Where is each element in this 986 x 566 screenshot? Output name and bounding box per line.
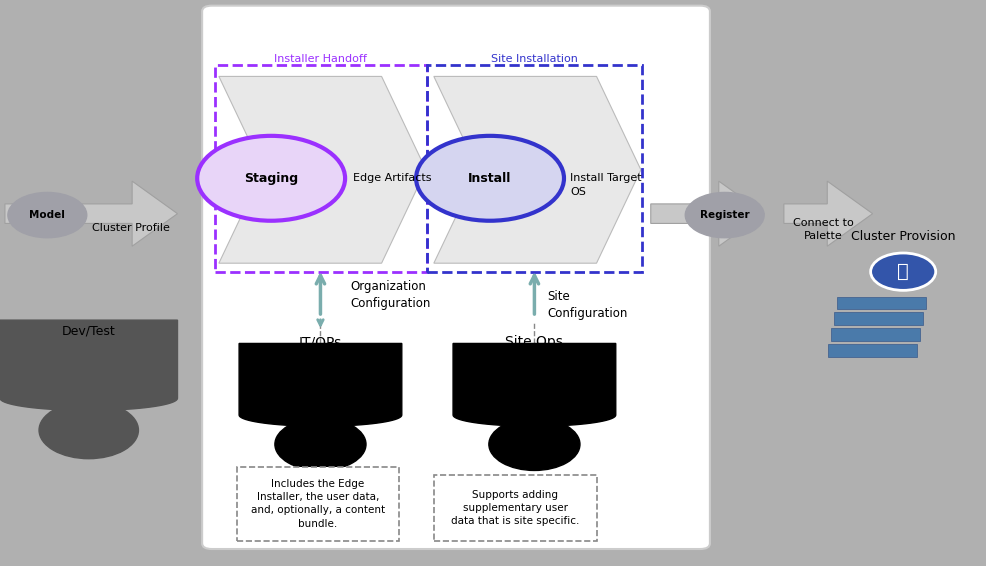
Text: Cluster Profile: Cluster Profile: [93, 223, 170, 233]
Polygon shape: [5, 181, 177, 246]
Text: Install: Install: [468, 172, 512, 185]
FancyBboxPatch shape: [202, 6, 710, 549]
FancyBboxPatch shape: [837, 297, 926, 309]
Text: Edge Artifacts: Edge Artifacts: [353, 173, 432, 183]
FancyBboxPatch shape: [831, 328, 920, 341]
Circle shape: [39, 402, 138, 458]
Text: Supports adding
supplementary user
data that is site specific.: Supports adding supplementary user data …: [451, 490, 580, 526]
Text: Cluster Provision: Cluster Provision: [851, 230, 955, 243]
FancyBboxPatch shape: [237, 467, 399, 541]
Text: Site Installation: Site Installation: [491, 54, 578, 65]
Text: Site
Configuration: Site Configuration: [547, 289, 628, 320]
Text: Includes the Edge
Installer, the user data,
and, optionally, a content
bundle.: Includes the Edge Installer, the user da…: [250, 479, 386, 529]
Polygon shape: [434, 76, 641, 263]
Text: Model: Model: [30, 210, 65, 220]
Polygon shape: [651, 181, 764, 246]
FancyBboxPatch shape: [434, 475, 597, 541]
Text: Organization
Configuration: Organization Configuration: [350, 280, 431, 311]
FancyBboxPatch shape: [828, 344, 917, 357]
Polygon shape: [784, 181, 873, 246]
Circle shape: [489, 418, 580, 470]
Circle shape: [872, 254, 935, 290]
Text: IT/OPs: IT/OPs: [299, 336, 342, 349]
Text: Install Target
OS: Install Target OS: [570, 174, 642, 196]
Text: Dev/Test: Dev/Test: [62, 325, 115, 337]
Text: Connect to
Palette: Connect to Palette: [793, 218, 854, 241]
Text: Site Ops: Site Ops: [506, 336, 563, 349]
Polygon shape: [219, 76, 426, 263]
Text: Staging: Staging: [245, 172, 298, 185]
Text: Register: Register: [700, 210, 749, 220]
Circle shape: [275, 418, 366, 470]
Text: ⎈: ⎈: [897, 262, 909, 281]
Circle shape: [8, 192, 87, 238]
Circle shape: [197, 136, 345, 221]
Text: Installer Handoff: Installer Handoff: [274, 54, 367, 65]
FancyBboxPatch shape: [834, 312, 923, 325]
Polygon shape: [0, 320, 177, 410]
Polygon shape: [239, 344, 402, 426]
Circle shape: [685, 192, 764, 238]
Polygon shape: [454, 344, 615, 426]
Circle shape: [416, 136, 564, 221]
